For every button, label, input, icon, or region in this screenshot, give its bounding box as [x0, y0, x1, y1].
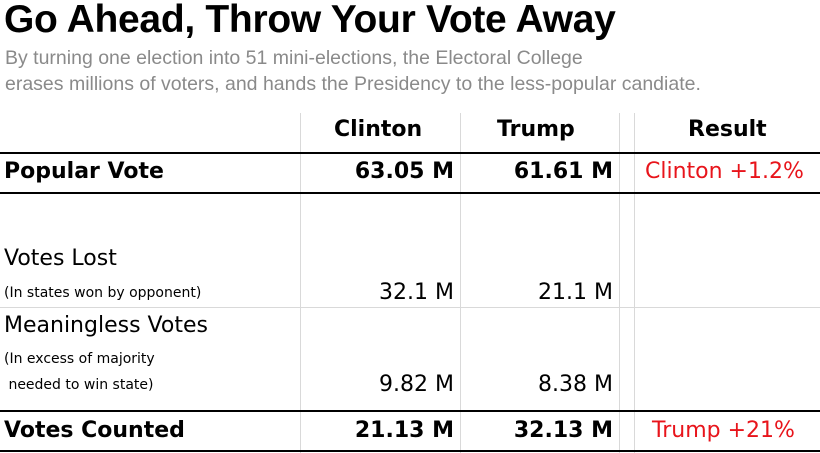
meaningless-votes-note-2: needed to win state) [4, 377, 154, 393]
row-label-meaningless-votes: Meaningless Votes [4, 313, 208, 338]
votes-lost-note: (In states won by opponent) [4, 285, 202, 301]
meaningless-votes-trump: 8.38 M [538, 372, 613, 397]
row-label-votes-counted: Votes Counted [4, 418, 185, 443]
row-label-popular-vote: Popular Vote [4, 159, 164, 184]
meaningless-votes-clinton: 9.82 M [379, 372, 454, 397]
votes-counted-clinton: 21.13 M [354, 418, 454, 443]
page-title: Go Ahead, Throw Your Vote Away [4, 0, 616, 41]
row-border [0, 450, 820, 452]
popular-vote-trump: 61.61 M [513, 159, 613, 184]
row-border [0, 410, 820, 412]
row-label-votes-lost: Votes Lost [4, 246, 117, 271]
column-header-trump: Trump [497, 117, 575, 142]
subtitle-line-1: By turning one election into 51 mini-ele… [5, 47, 583, 69]
grid-line [460, 113, 461, 453]
grid-line [619, 113, 620, 453]
column-header-clinton: Clinton [334, 117, 423, 142]
grid-line [300, 113, 301, 453]
row-border [0, 192, 820, 194]
votes-lost-trump: 21.1 M [538, 280, 613, 305]
popular-vote-result: Clinton +1.2% [645, 159, 804, 184]
votes-lost-clinton: 32.1 M [379, 280, 454, 305]
votes-counted-trump: 32.13 M [513, 418, 613, 443]
popular-vote-clinton: 63.05 M [354, 159, 454, 184]
subtitle-line-2: erases millions of voters, and hands the… [5, 73, 701, 95]
meaningless-votes-note-1: (In excess of majority [4, 351, 155, 367]
row-border [0, 152, 820, 154]
grid-line [634, 113, 635, 453]
row-divider [0, 307, 820, 308]
votes-counted-result: Trump +21% [652, 418, 795, 443]
column-header-result: Result [688, 117, 767, 142]
